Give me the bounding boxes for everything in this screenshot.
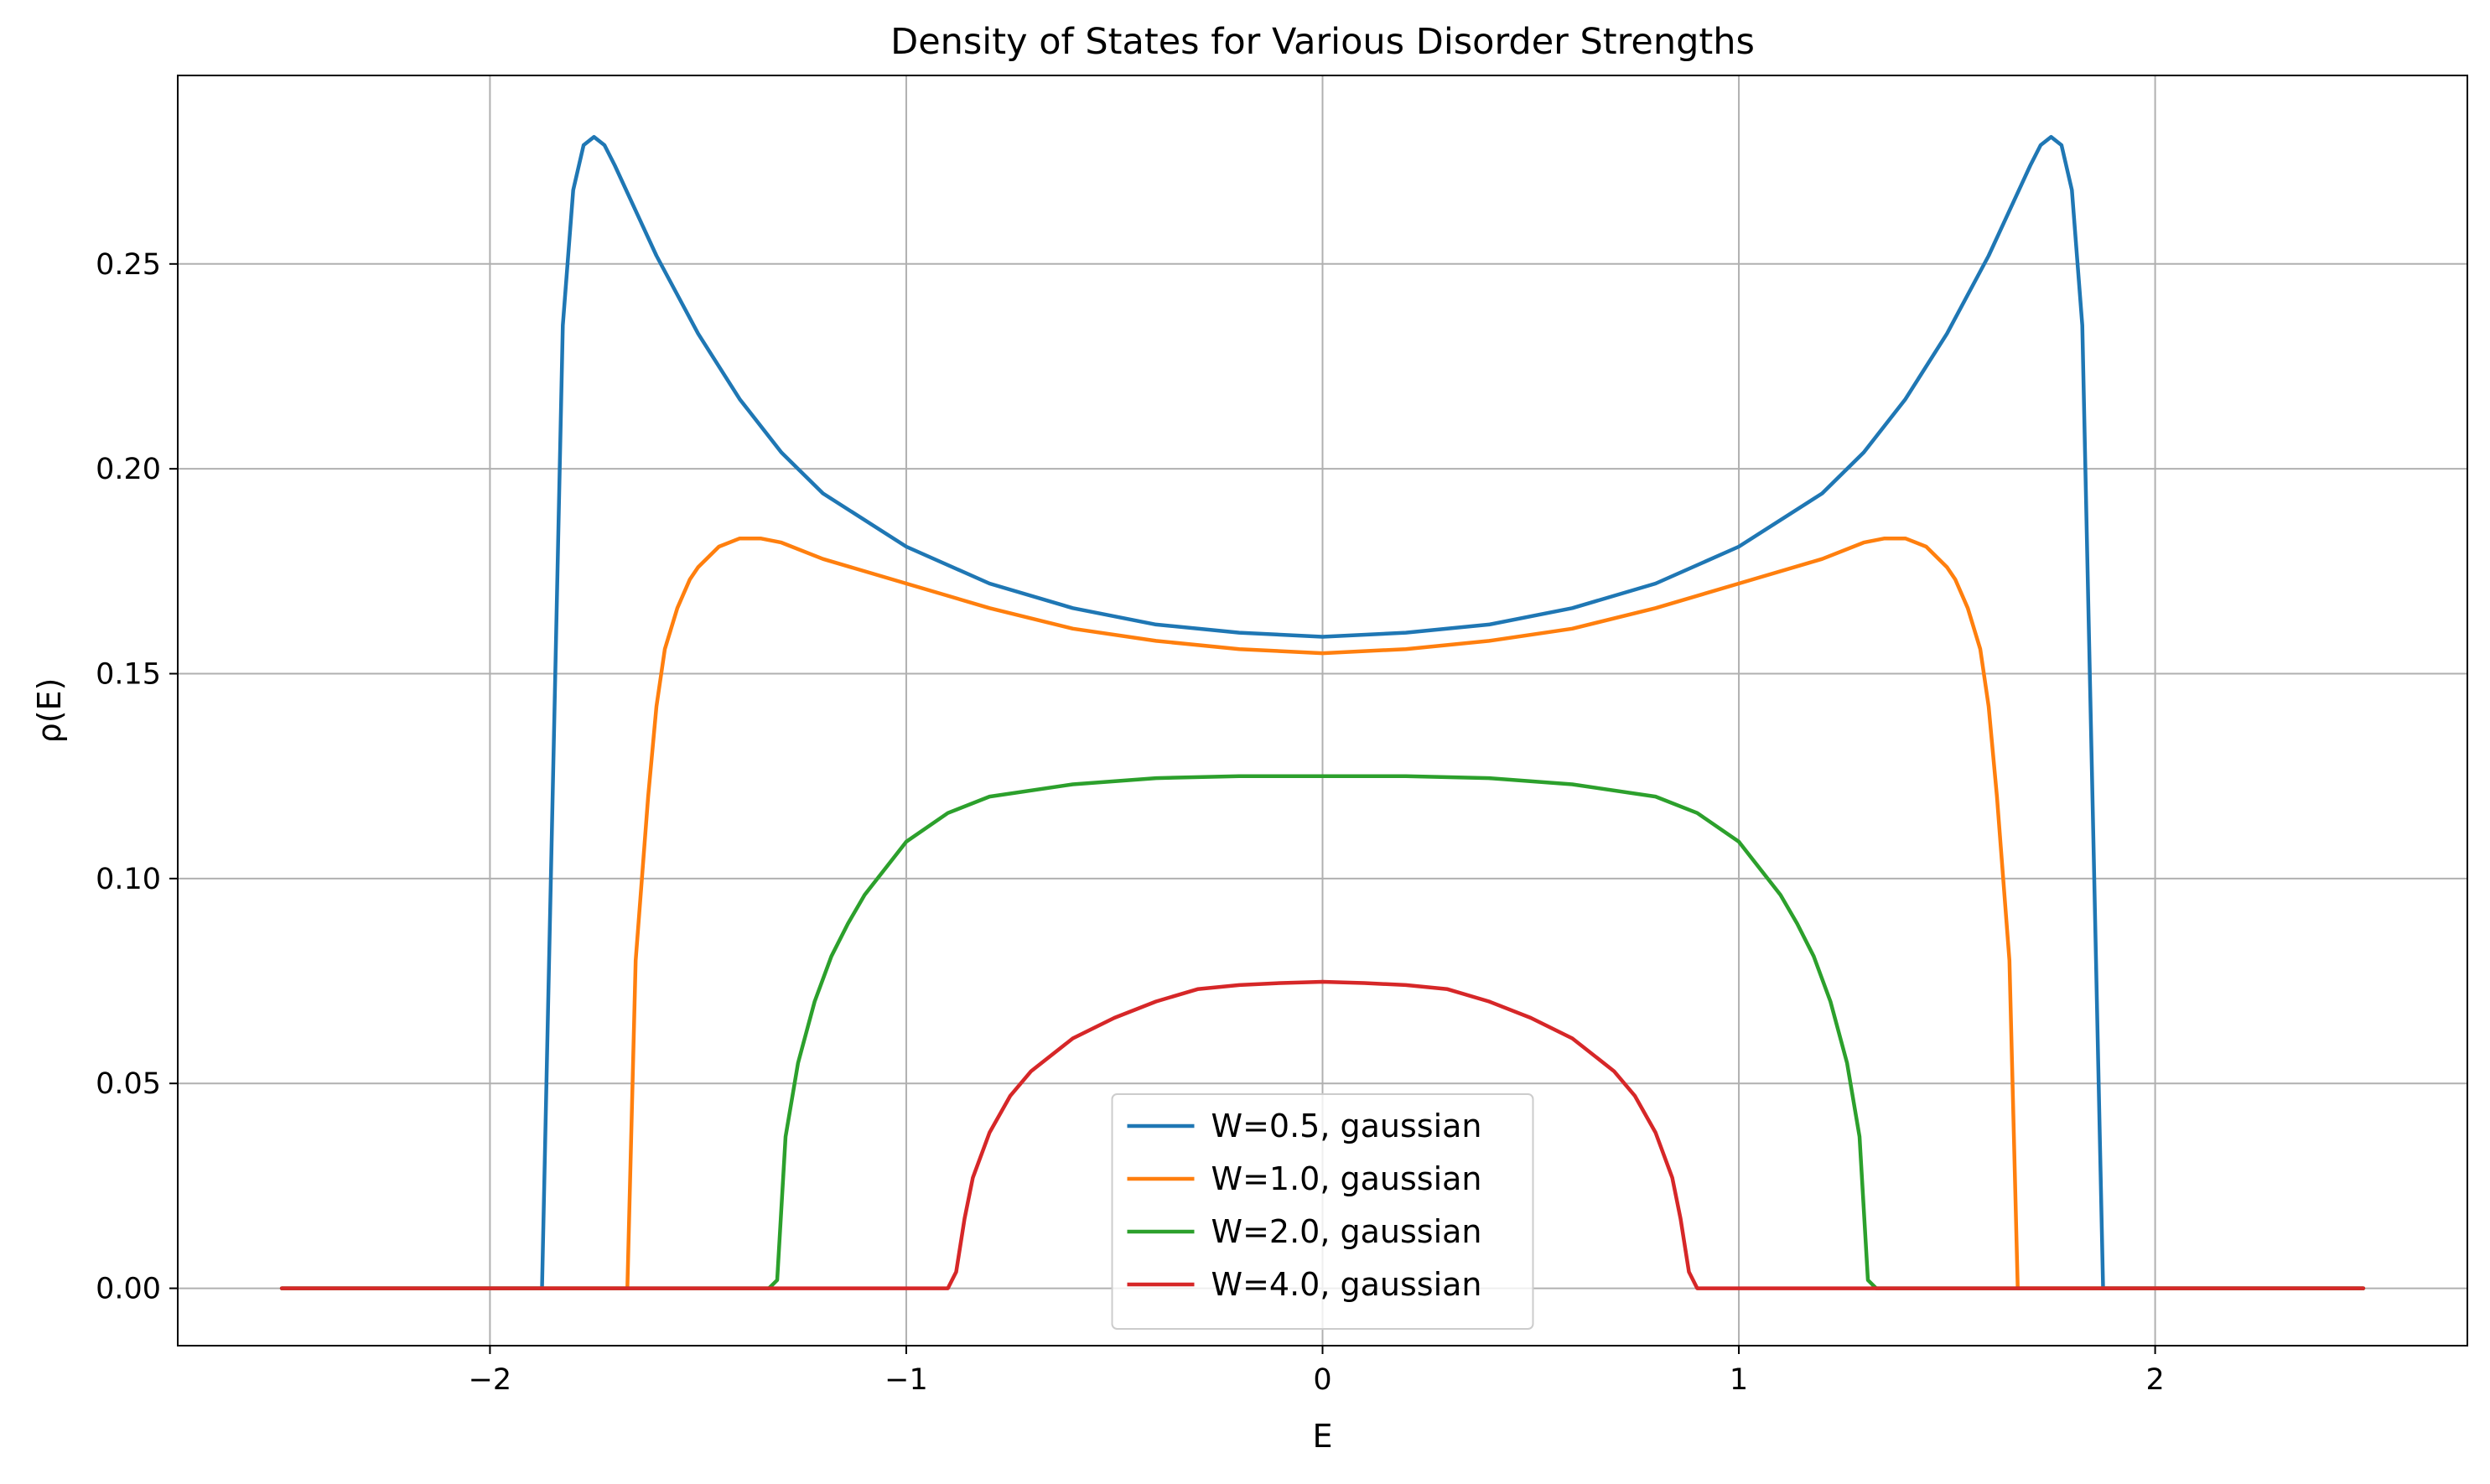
series-line [279,536,2366,1290]
x-tick-label: −2 [469,1363,512,1397]
x-axis-label: E [1312,1418,1332,1455]
y-tick-label: 0.05 [96,1067,161,1101]
x-tick-label: 1 [1730,1363,1748,1397]
y-axis-label: ρ(E) [31,678,68,744]
series-line [279,979,2366,1290]
legend-label: W=0.5, gaussian [1211,1108,1482,1144]
legend-entries: W=0.5, gaussian W=1.0, gaussian W=2.0, gau… [1127,1108,1482,1303]
y-tick-label: 0.00 [96,1273,161,1306]
y-tick-label: 0.25 [96,248,161,282]
legend-label: W=2.0, gaussian [1211,1213,1482,1250]
legend-label: W=1.0, gaussian [1211,1160,1482,1197]
series-line [279,135,2366,1290]
y-tick-label: 0.20 [96,453,161,486]
axis-ticks: −2 −1 0 1 2 0.00 0.05 0.10 0.15 0.20 0.25 [96,248,2165,1397]
legend-box [1111,1093,1534,1330]
series-line [279,774,2366,1290]
x-tick-label: 2 [2145,1363,2164,1397]
x-tick-label: −1 [884,1363,928,1397]
chart-title: Density of States for Various Disorder S… [890,21,1755,63]
x-tick-label: 0 [1313,1363,1331,1397]
legend-label: W=4.0, gaussian [1211,1266,1482,1303]
series-lines [279,135,2366,1290]
legend: W=0.5, gaussian W=1.0, gaussian W=2.0, gau… [1111,1093,1534,1330]
y-tick-label: 0.10 [96,863,161,896]
y-tick-label: 0.15 [96,658,161,692]
